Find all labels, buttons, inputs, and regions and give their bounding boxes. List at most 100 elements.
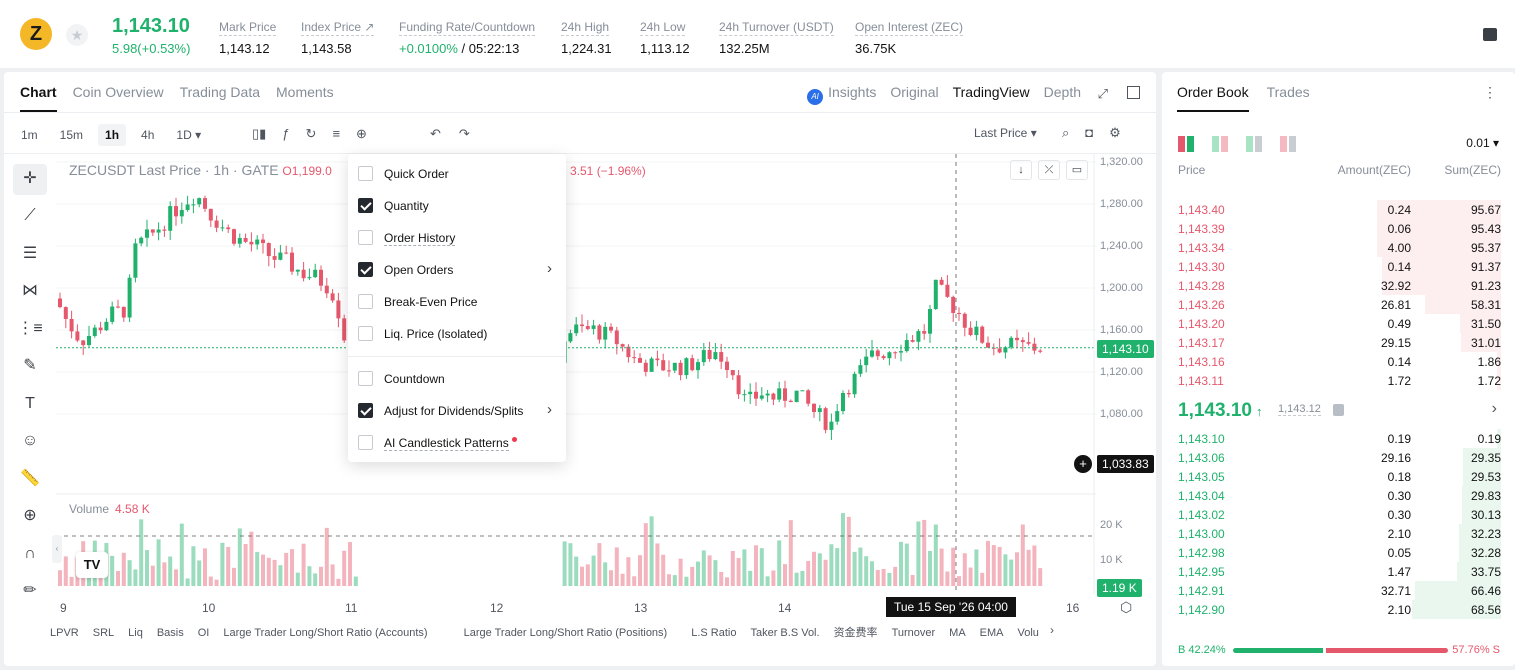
bid-row[interactable]: 1,142.95 1.47 33.75 (1162, 562, 1515, 581)
indicator-item[interactable]: SRL (92, 627, 115, 639)
arrow-down-icon[interactable]: ↓ (1010, 160, 1032, 180)
expand-icon[interactable]: ⤢ (1097, 86, 1108, 101)
checkbox[interactable] (358, 294, 373, 309)
tab-trades[interactable]: Trades (1266, 84, 1310, 100)
redo-icon[interactable]: ↷ (458, 126, 470, 141)
checkbox[interactable] (358, 371, 373, 386)
interval-1d-dropdown[interactable]: 1D ▾ (176, 128, 202, 142)
ask-row[interactable]: 1,143.11 1.72 1.72 (1162, 371, 1515, 390)
menu-break-even-price[interactable]: Break-Even Price (358, 292, 558, 312)
add-alert-icon[interactable]: + (1074, 455, 1092, 473)
axis-settings-icon[interactable]: ⬡ (1120, 599, 1133, 615)
tab-order-book[interactable]: Order Book (1177, 84, 1249, 112)
indicator-item[interactable]: Liq (128, 627, 143, 639)
indicators-icon[interactable]: ƒ (282, 126, 290, 141)
bid-row[interactable]: 1,142.91 32.71 66.46 (1162, 581, 1515, 600)
indicator-item[interactable]: L.S Ratio (691, 627, 737, 639)
gear-icon[interactable]: ⚙ (1109, 125, 1121, 140)
text-tool-icon[interactable]: T (25, 394, 35, 412)
tab-chart[interactable]: Chart (20, 84, 57, 112)
ruler-icon[interactable]: 📏 (20, 469, 40, 487)
indicator-item[interactable]: Basis (156, 627, 184, 639)
both-sides-icon[interactable] (1178, 135, 1194, 152)
ask-row[interactable]: 1,143.39 0.06 95.43 (1162, 219, 1515, 238)
tab-original[interactable]: Original (890, 84, 939, 100)
emoji-icon[interactable]: ☺ (21, 432, 39, 449)
menu-liq-price[interactable]: Liq. Price (Isolated) (358, 324, 558, 344)
checkbox-checked[interactable] (358, 198, 373, 213)
settings-plus-icon[interactable]: ⊕ (356, 126, 367, 141)
interval-1h[interactable]: 1h (98, 124, 127, 146)
ask-row[interactable]: 1,143.28 32.92 91.23 (1162, 276, 1515, 295)
tab-depth[interactable]: Depth (1043, 84, 1081, 100)
fullscreen-icon[interactable] (1127, 86, 1140, 99)
indicator-item[interactable]: OI (197, 627, 210, 639)
bids-only-icon[interactable] (1212, 135, 1228, 152)
stat-index-price[interactable]: Index Price ↗ 1,143.58 (301, 20, 375, 56)
checkbox[interactable] (358, 230, 373, 245)
zoom-in-icon[interactable]: ⊕ (23, 507, 37, 524)
checkbox-checked[interactable] (358, 262, 373, 277)
bid-row[interactable]: 1,143.06 29.16 29.35 (1162, 448, 1515, 467)
collapse-icon[interactable]: ⤫ (1038, 160, 1060, 180)
undo-icon[interactable]: ↶ (430, 126, 441, 141)
precision-dropdown[interactable]: 0.01 ▾ (1466, 136, 1499, 150)
indicator-item[interactable]: Taker B.S Vol. (750, 627, 820, 639)
indicator-item[interactable]: 资金费率 (833, 627, 878, 639)
horizontal-lines-icon[interactable]: ☰ (22, 244, 38, 262)
bid-row[interactable]: 1,143.00 2.10 32.23 (1162, 524, 1515, 543)
checkbox[interactable] (358, 435, 373, 450)
ask-row[interactable]: 1,143.30 0.14 91.37 (1162, 257, 1515, 276)
camera-icon[interactable]: ◘ (1085, 125, 1094, 140)
interval-4h[interactable]: 4h (141, 128, 155, 142)
more-icon[interactable]: ⋮ (1483, 84, 1497, 100)
indicator-item[interactable]: Large Trader Long/Short Ratio (Accounts) (223, 627, 428, 639)
checkbox[interactable] (358, 166, 373, 181)
tab-tradingview[interactable]: TradingView (952, 84, 1030, 100)
interval-15m[interactable]: 15m (59, 128, 84, 142)
menu-adjust-dividends[interactable]: Adjust for Dividends/Splits › (358, 401, 558, 421)
ask-row[interactable]: 1,143.17 29.15 31.01 (1162, 333, 1515, 352)
bid-row[interactable]: 1,142.98 0.05 32.28 (1162, 543, 1515, 562)
indicator-item[interactable]: Volu (1017, 627, 1039, 639)
trend-line-icon[interactable]: ⟋ (24, 207, 36, 224)
candlestick-chart[interactable] (56, 154, 1096, 594)
bid-row[interactable]: 1,143.05 0.18 29.53 (1162, 467, 1515, 486)
menu-ai-candlestick-patterns[interactable]: AI Candlestick Patterns (358, 433, 558, 453)
tab-trading-data[interactable]: Trading Data (179, 84, 261, 100)
interval-1m[interactable]: 1m (21, 128, 38, 142)
tab-insights[interactable]: AI Insights (807, 84, 876, 105)
price-type-dropdown[interactable]: Last Price ▾ (974, 126, 1037, 140)
indicator-item[interactable]: Turnover (891, 627, 936, 639)
indicator-item[interactable]: Large Trader Long/Short Ratio (Positions… (463, 627, 668, 639)
menu-quantity[interactable]: Quantity (358, 196, 558, 216)
bid-row[interactable]: 1,143.02 0.30 30.13 (1162, 505, 1515, 524)
indicator-item[interactable]: EMA (979, 627, 1004, 639)
checkbox[interactable] (358, 326, 373, 341)
ask-row[interactable]: 1,143.16 0.14 1.86 (1162, 352, 1515, 371)
book-icon[interactable] (1483, 28, 1497, 41)
template-icon[interactable]: ≡ (332, 126, 341, 141)
candle-type-icon[interactable]: ▯▮ (252, 126, 267, 141)
chevron-right-icon[interactable]: › (547, 401, 552, 418)
bid-row[interactable]: 1,142.90 2.10 68.56 (1162, 600, 1515, 619)
replay-icon[interactable]: ↻ (305, 126, 317, 141)
magnet-icon[interactable]: ∩ (24, 544, 36, 562)
chevron-right-icon[interactable]: › (547, 260, 552, 277)
checkbox-checked[interactable] (358, 403, 373, 418)
collapse-toolbar-icon[interactable]: ‹ (52, 535, 62, 563)
asks-only-icon[interactable] (1246, 135, 1262, 152)
fib-icon[interactable]: ⋮≡ (17, 319, 43, 337)
menu-countdown[interactable]: Countdown (358, 369, 558, 389)
menu-order-history[interactable]: Order History (358, 228, 558, 248)
crosshair-icon[interactable]: ✛ (13, 164, 47, 195)
maximize-pane-icon[interactable]: ▭ (1066, 160, 1088, 180)
chevron-right-icon[interactable]: › (1491, 400, 1497, 417)
ask-row[interactable]: 1,143.26 26.81 58.31 (1162, 295, 1515, 314)
indicator-item[interactable]: LPVR (50, 627, 79, 639)
ask-row[interactable]: 1,143.20 0.49 31.50 (1162, 314, 1515, 333)
pattern-icon[interactable]: ⋈ (22, 282, 38, 299)
tab-coin-overview[interactable]: Coin Overview (72, 84, 164, 100)
indicator-item[interactable]: MA (949, 627, 966, 639)
brush-icon[interactable]: ✎ (23, 357, 37, 374)
